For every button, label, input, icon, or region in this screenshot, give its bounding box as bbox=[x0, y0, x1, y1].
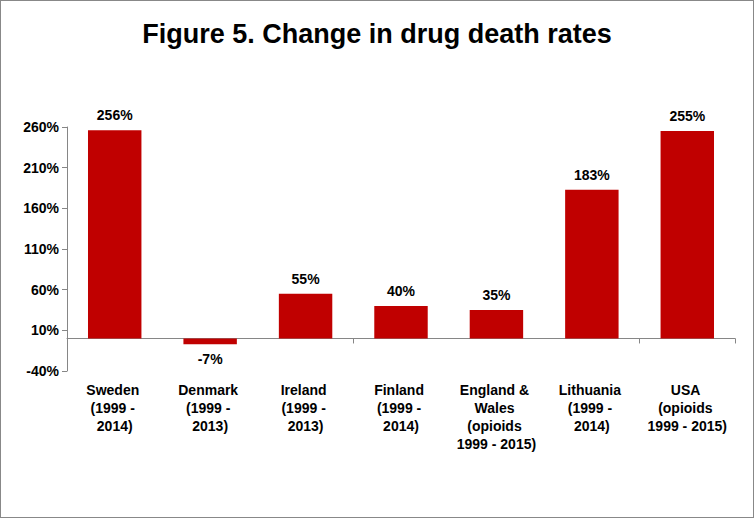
svg-text:USA: USA bbox=[671, 382, 704, 398]
svg-text:2013): 2013) bbox=[288, 418, 324, 434]
svg-text:35%: 35% bbox=[482, 287, 511, 303]
svg-text:260%: 260% bbox=[23, 119, 59, 135]
svg-text:55%: 55% bbox=[292, 271, 321, 287]
svg-text:Denmark: Denmark bbox=[178, 382, 242, 398]
svg-text:Lithuania: Lithuania bbox=[559, 382, 625, 398]
svg-text:-7%: -7% bbox=[198, 351, 223, 367]
svg-text:1999 - 2015): 1999 - 2015) bbox=[457, 436, 536, 452]
svg-text:110%: 110% bbox=[24, 241, 60, 257]
svg-text:60%: 60% bbox=[31, 282, 60, 298]
svg-text:(1999 -: (1999 - bbox=[91, 400, 139, 416]
svg-text:(opioids: (opioids bbox=[467, 418, 525, 434]
svg-text:(1999 -: (1999 - bbox=[377, 400, 425, 416]
svg-text:Wales: Wales bbox=[475, 400, 519, 416]
svg-text:England &: England & bbox=[460, 382, 533, 398]
svg-text:1999 - 2015): 1999 - 2015) bbox=[648, 418, 727, 434]
svg-text:Finland: Finland bbox=[374, 382, 428, 398]
svg-text:(opioids: (opioids bbox=[658, 400, 716, 416]
svg-text:2014): 2014) bbox=[574, 418, 610, 434]
svg-text:10%: 10% bbox=[31, 322, 60, 338]
svg-text:256%: 256% bbox=[97, 107, 133, 123]
svg-text:160%: 160% bbox=[23, 200, 59, 216]
svg-text:40%: 40% bbox=[387, 283, 416, 299]
svg-text:183%: 183% bbox=[574, 167, 610, 183]
svg-text:-40%: -40% bbox=[26, 363, 59, 379]
svg-text:Ireland: Ireland bbox=[281, 382, 331, 398]
svg-text:2014): 2014) bbox=[97, 418, 133, 434]
svg-text:Figure 5. Change in drug death: Figure 5. Change in drug death rates bbox=[142, 19, 612, 49]
svg-text:210%: 210% bbox=[23, 160, 59, 176]
svg-text:(1999 -: (1999 - bbox=[186, 400, 234, 416]
svg-text:2014): 2014) bbox=[383, 418, 419, 434]
svg-text:255%: 255% bbox=[669, 108, 705, 124]
svg-text:(1999 -: (1999 - bbox=[568, 400, 616, 416]
svg-text:2013): 2013) bbox=[192, 418, 228, 434]
svg-text:(1999 -: (1999 - bbox=[281, 400, 329, 416]
svg-text:Sweden: Sweden bbox=[86, 382, 143, 398]
